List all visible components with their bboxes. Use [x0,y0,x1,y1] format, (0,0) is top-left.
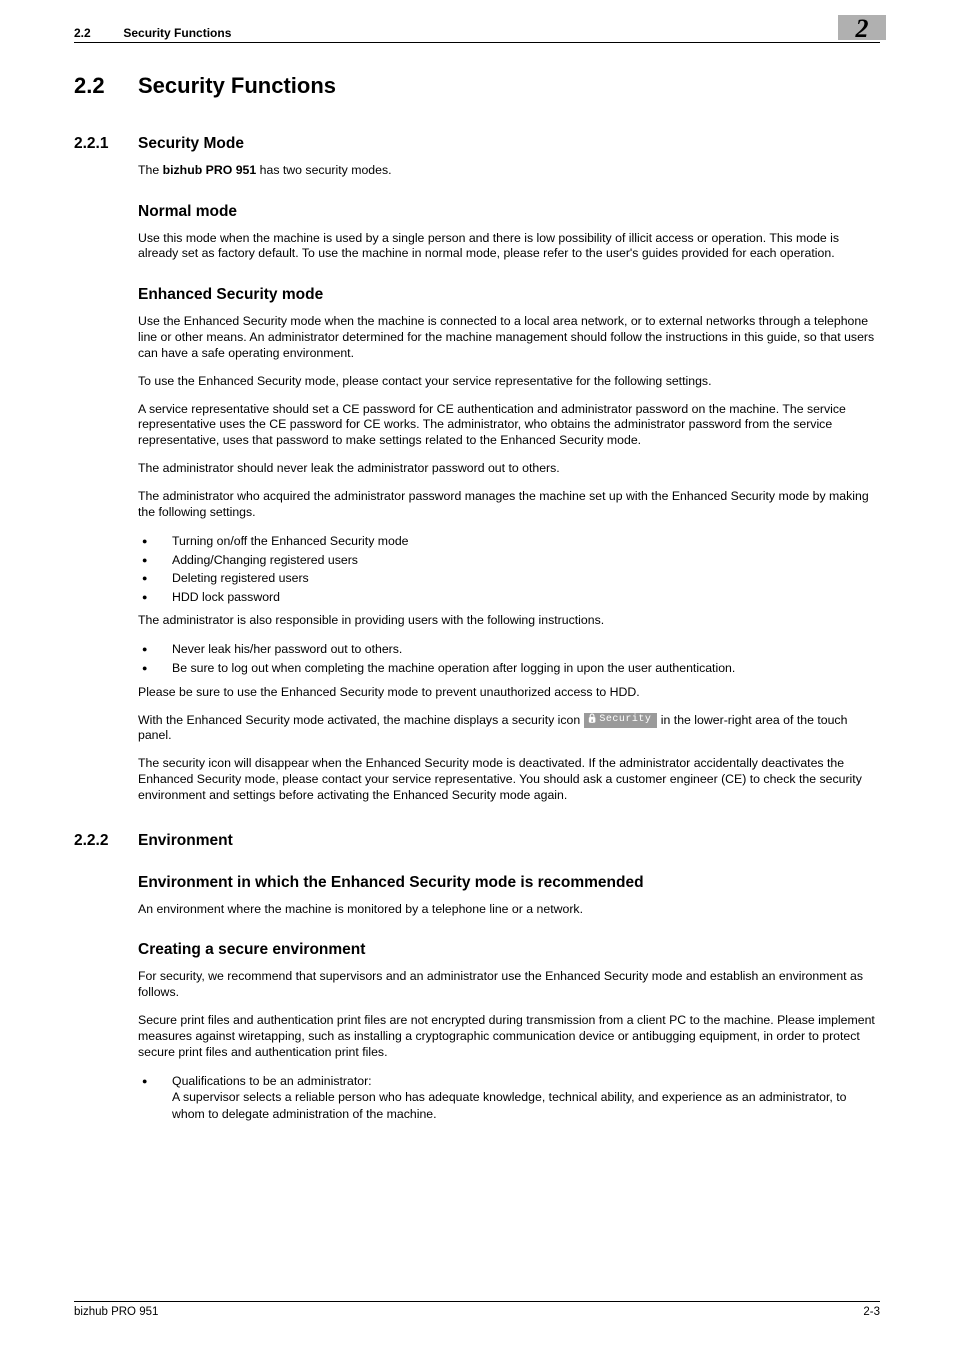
heading-2_2_2: 2.2.2 Environment [74,832,880,850]
heading-create-secure-env: Creating a secure environment [138,941,880,959]
enhanced-p8: With the Enhanced Security mode activate… [138,713,880,744]
heading-enhanced-mode: Enhanced Security mode [138,286,880,304]
enhanced-p7: Please be sure to use the Enhanced Secur… [138,685,880,701]
intro-paragraph: The bizhub PRO 951 has two security mode… [138,163,880,179]
enhanced-p5: The administrator who acquired the admin… [138,489,880,520]
list-item: Qualifications to be an administrator: A… [138,1073,880,1123]
enhanced-p9: The security icon will disappear when th… [138,756,880,803]
user-instructions-list: Never leak his/her password out to other… [138,641,880,676]
heading-number: 2.2.1 [74,135,138,153]
heading-number: 2.2.2 [74,832,138,850]
heading-2_2: 2.2 Security Functions [74,73,880,99]
list-item: HDD lock password [138,589,880,606]
page-body: 2.2 Security Functions 2.2 Security Func… [74,26,880,1122]
product-name: bizhub PRO 951 [163,163,257,177]
list-item: Never leak his/her password out to other… [138,641,880,658]
list-item: Be sure to log out when completing the m… [138,660,880,677]
enhanced-p2: To use the Enhanced Security mode, pleas… [138,374,880,390]
list-item-body: A supervisor selects a reliable person w… [172,1089,880,1122]
heading-env-recommended: Environment in which the Enhanced Securi… [138,874,880,892]
enhanced-p4: The administrator should never leak the … [138,461,880,477]
heading-normal-mode: Normal mode [138,203,880,221]
security-icon: Security [584,713,658,728]
qualifications-list: Qualifications to be an administrator: A… [138,1073,880,1123]
admin-settings-list: Turning on/off the Enhanced Security mod… [138,533,880,605]
heading-title: Security Mode [138,135,880,153]
header-section-title: Security Functions [123,26,231,40]
create-p2: Secure print files and authentication pr… [138,1013,880,1060]
enhanced-p1: Use the Enhanced Security mode when the … [138,314,880,361]
list-item: Adding/Changing registered users [138,552,880,569]
footer-page-number: 2-3 [863,1306,880,1318]
env-rec-p1: An environment where the machine is moni… [138,902,880,918]
enhanced-p3: A service representative should set a CE… [138,402,880,449]
list-item-head: Qualifications to be an administrator: [172,1074,372,1088]
heading-title: Environment [138,832,880,850]
heading-number: 2.2 [74,73,138,99]
running-header: 2.2 Security Functions [74,26,880,43]
heading-title: Security Functions [138,73,880,99]
list-item: Deleting registered users [138,570,880,587]
header-section-number: 2.2 [74,26,120,40]
list-item: Turning on/off the Enhanced Security mod… [138,533,880,550]
heading-2_2_1: 2.2.1 Security Mode [74,135,880,153]
enhanced-p6: The administrator is also responsible in… [138,613,880,629]
create-p1: For security, we recommend that supervis… [138,969,880,1000]
page-footer: bizhub PRO 951 2-3 [74,1301,880,1318]
normal-mode-p1: Use this mode when the machine is used b… [138,231,880,262]
footer-product: bizhub PRO 951 [74,1306,158,1318]
